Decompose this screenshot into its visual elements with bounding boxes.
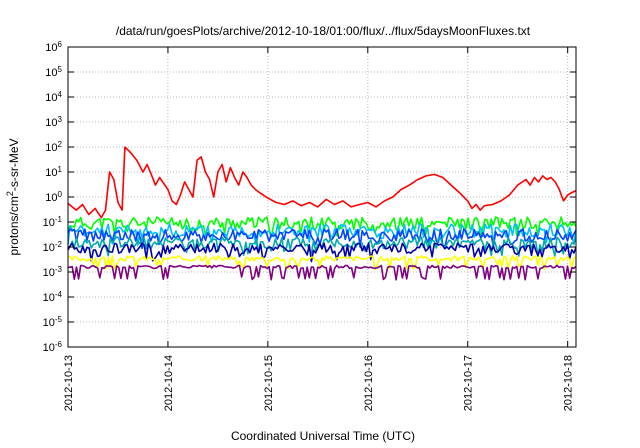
series-line-4 [67, 228, 577, 250]
y-tick-label: 106 [45, 40, 62, 55]
x-tick-label: 2012-10-16 [363, 355, 375, 411]
chart-title: /data/run/goesPlots/archive/2012-10-18/0… [116, 24, 531, 38]
y-tick-label: 102 [45, 140, 62, 155]
series-line-7 [67, 255, 577, 271]
x-tick-label: 2012-10-15 [263, 355, 275, 411]
y-tick-label: 10-2 [43, 240, 63, 255]
y-tick-label: 10-3 [43, 265, 63, 280]
x-tick-label: 2012-10-13 [63, 355, 75, 411]
series-line-8 [67, 264, 577, 281]
y-tick-label: 10-1 [43, 215, 63, 230]
x-axis-label: Coordinated Universal Time (UTC) [231, 429, 415, 443]
y-tick-label: 10-6 [43, 340, 63, 355]
y-tick-label: 10-4 [43, 290, 63, 305]
x-tick-label: 2012-10-14 [163, 355, 175, 411]
y-axis: 10-6 10-5 10-4 10-3 10-2 10-1 100 101 102 103 104 1… [43, 40, 576, 355]
y-tick-label: 103 [45, 115, 62, 130]
x-tick-label: 2012-10-18 [563, 355, 575, 411]
y-tick-label: 101 [45, 165, 62, 180]
y-tick-label: 10-5 [43, 315, 63, 330]
y-tick-label: 105 [45, 65, 62, 80]
y-tick-label: 100 [45, 190, 62, 205]
y-tick-label: 104 [45, 90, 62, 105]
series-line-6 [67, 242, 577, 263]
y-axis-label: protons/cm2-s-sr-MeV [5, 138, 21, 255]
grid [67, 47, 576, 347]
series-group [67, 146, 577, 281]
plot-frame [67, 46, 577, 348]
series-line-1 [67, 146, 577, 219]
series-line-2 [67, 216, 577, 239]
x-axis: 2012-10-13 2012-10-14 2012-10-15 2012-10-16… [63, 47, 575, 411]
x-tick-label: 2012-10-17 [463, 355, 475, 411]
